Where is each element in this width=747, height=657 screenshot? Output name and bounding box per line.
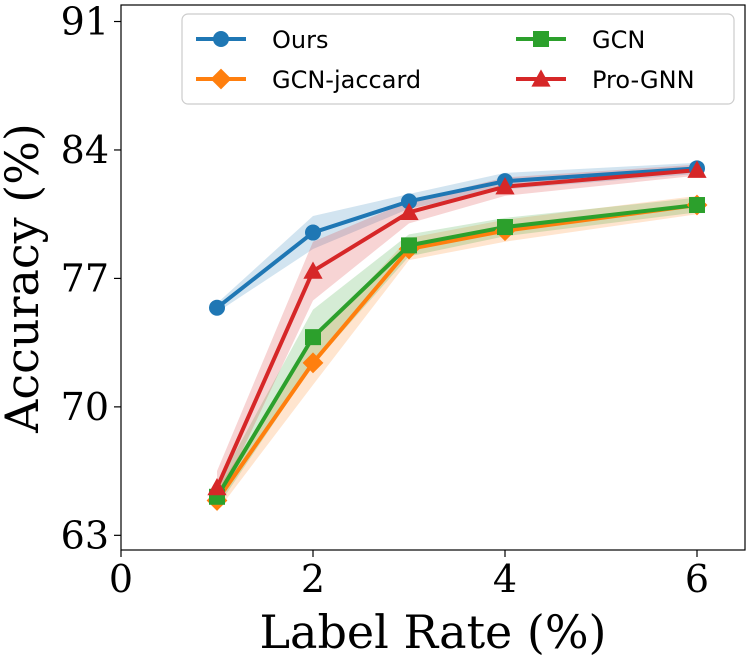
legend-label-ours: Ours xyxy=(272,26,328,54)
marker-ours-0 xyxy=(209,299,225,316)
x-axis-title: Label Rate (%) xyxy=(259,605,606,657)
legend-box xyxy=(181,13,735,105)
legend-item-pro-gnn: Pro-GNN xyxy=(516,66,695,94)
legend-marker-gcn-jaccard xyxy=(210,68,232,90)
x-tick-label: 0 xyxy=(109,557,133,601)
y-tick-label: 91 xyxy=(61,0,109,44)
y-axis-title: Accuracy (%) xyxy=(0,123,49,434)
legend-item-ours: Ours xyxy=(196,26,328,54)
y-tick-label: 70 xyxy=(61,385,109,429)
marker-gcn-3 xyxy=(497,219,513,236)
legend-item-gcn-jaccard: GCN-jaccard xyxy=(196,66,421,94)
y-tick-label: 63 xyxy=(61,513,109,557)
y-axis-ticks: 63 70 77 84 91 xyxy=(61,0,121,557)
series-markers xyxy=(206,160,708,511)
legend-marker-gcn xyxy=(533,31,549,47)
y-tick-label: 84 xyxy=(61,128,109,172)
legend-marker-pro-gnn xyxy=(531,69,551,87)
legend-marker-ours xyxy=(213,31,229,47)
marker-gcn-jaccard-1 xyxy=(302,352,324,374)
x-axis-ticks: 0 2 4 6 xyxy=(109,550,709,601)
marker-pro-gnn-3 xyxy=(495,177,515,195)
marker-gcn-2 xyxy=(401,237,417,254)
plot-frame xyxy=(120,4,746,551)
marker-gcn-1 xyxy=(305,329,321,346)
y-tick-label: 77 xyxy=(61,256,109,300)
legend: Ours GCN-jaccard GCN Pro-GNN xyxy=(181,13,735,105)
marker-pro-gnn-2 xyxy=(399,202,419,221)
marker-pro-gnn-0 xyxy=(207,478,227,496)
marker-gcn-4 xyxy=(689,197,705,214)
marker-pro-gnn-1 xyxy=(303,261,323,279)
marker-pro-gnn-4 xyxy=(687,160,707,178)
marker-ours-2 xyxy=(401,193,417,210)
band-pro-gnn xyxy=(217,164,697,505)
legend-label-pro-gnn: Pro-GNN xyxy=(592,66,695,94)
legend-label-gcn: GCN xyxy=(592,26,645,54)
legend-item-gcn: GCN xyxy=(516,26,645,54)
marker-ours-1 xyxy=(305,224,321,241)
x-tick-label: 6 xyxy=(685,557,709,601)
x-tick-label: 2 xyxy=(301,557,325,601)
x-tick-label: 4 xyxy=(493,557,517,601)
legend-label-gcn-jaccard: GCN-jaccard xyxy=(272,66,421,94)
